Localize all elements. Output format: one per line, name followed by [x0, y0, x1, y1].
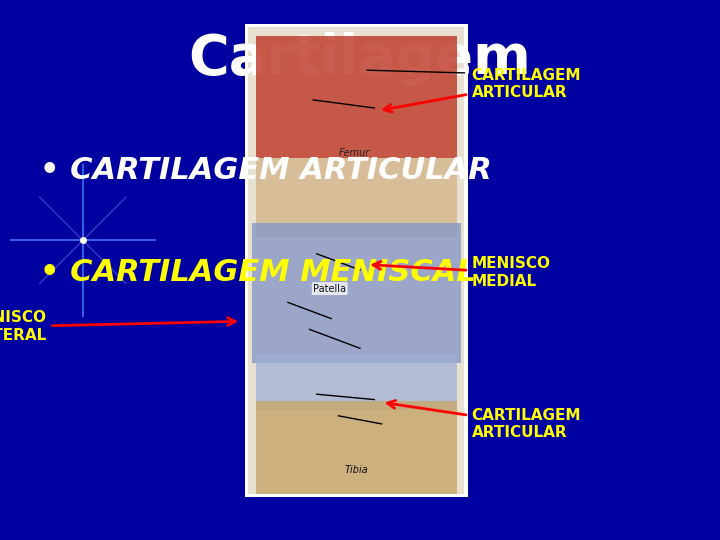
Text: Tibia: Tibia: [345, 465, 368, 475]
Bar: [256, 36, 457, 158]
Bar: [256, 401, 457, 494]
Text: MENISCO
MEDIAL: MENISCO MEDIAL: [373, 256, 551, 289]
Text: CARTILAGEM
ARTICULAR: CARTILAGEM ARTICULAR: [387, 401, 581, 440]
Bar: [245, 24, 468, 497]
Text: Femur: Femur: [339, 148, 370, 158]
Bar: [252, 223, 461, 363]
Bar: [256, 158, 457, 237]
Text: Cartilagem: Cartilagem: [189, 32, 531, 86]
Text: CARTILAGEM
ARTICULAR: CARTILAGEM ARTICULAR: [384, 68, 581, 112]
Text: MENISCO
LATERAL: MENISCO LATERAL: [0, 310, 235, 343]
Bar: [248, 27, 464, 494]
Bar: [256, 354, 457, 410]
Text: • CARTILAGEM MENISCAL: • CARTILAGEM MENISCAL: [40, 258, 475, 287]
Text: Patella: Patella: [313, 284, 346, 294]
Text: • CARTILAGEM ARTICULAR: • CARTILAGEM ARTICULAR: [40, 156, 491, 185]
